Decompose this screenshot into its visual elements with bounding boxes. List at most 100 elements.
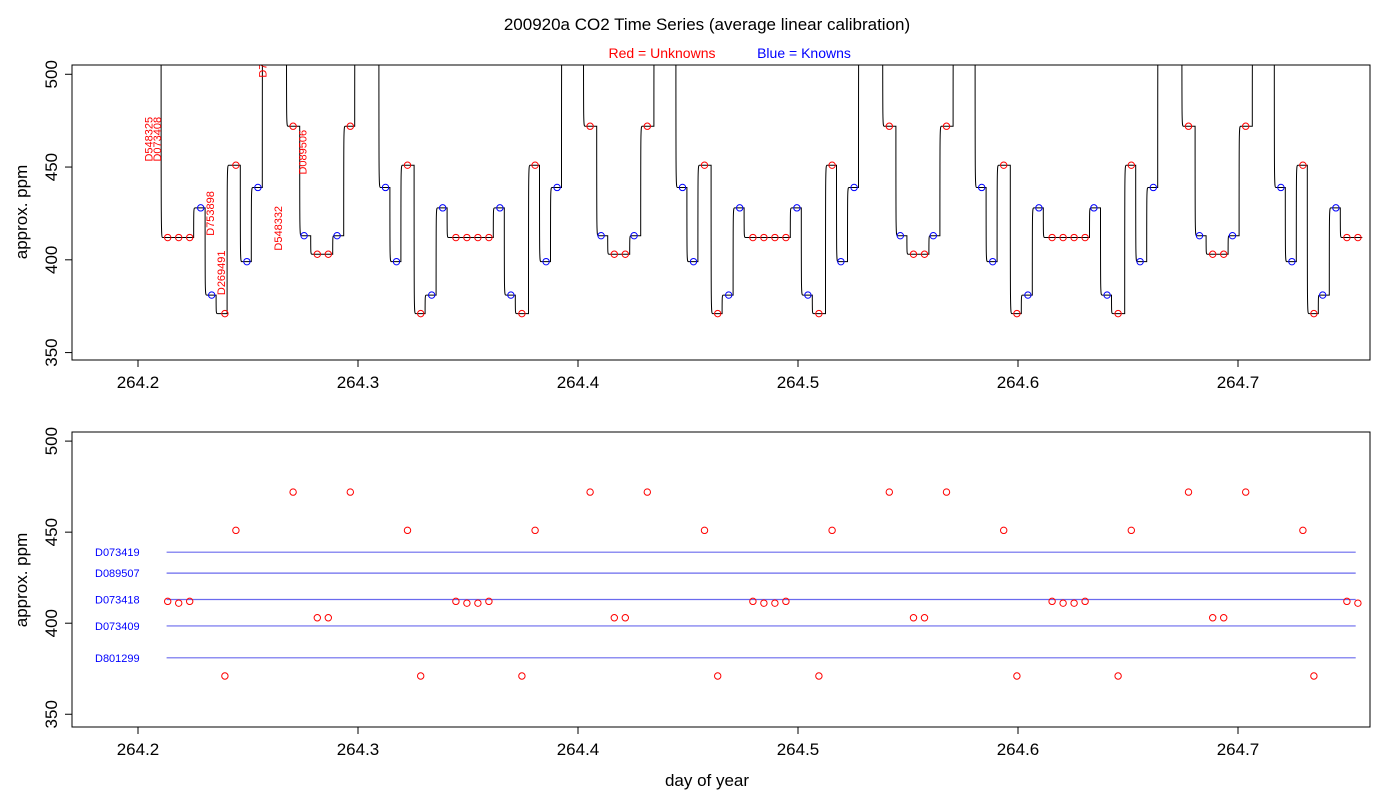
top-y-axis-label: approx. ppm	[12, 165, 31, 260]
unknown-marker	[518, 309, 526, 318]
figure-title: 200920a CO2 Time Series (average linear …	[504, 15, 910, 34]
known-marker	[1319, 291, 1327, 299]
unknown-point	[1127, 526, 1136, 535]
co2-trace-line	[160, 65, 1363, 315]
unknown-point	[1209, 614, 1217, 622]
legend-unknowns-label: Red = Unknowns	[608, 45, 715, 61]
tank-id-annotation: D548325	[143, 117, 155, 162]
unknown-marker	[313, 250, 321, 258]
unknown-point	[828, 526, 836, 535]
unknown-marker	[885, 122, 893, 130]
known-marker	[850, 183, 858, 192]
x-axis-label: day of year	[665, 771, 749, 790]
unknown-marker	[942, 122, 951, 130]
unknown-marker	[232, 161, 240, 169]
unknown-marker	[1354, 233, 1362, 242]
bottom-plot-frame	[71, 431, 1371, 728]
tank-id-annotation: D269491	[216, 250, 228, 295]
top-y-tick-label: 450	[42, 153, 61, 181]
unknown-marker	[586, 122, 594, 130]
top-x-tick-label: 264.5	[777, 373, 820, 392]
unknown-point	[942, 488, 951, 496]
unknown-marker	[920, 250, 929, 258]
unknown-point	[1343, 597, 1351, 606]
unknown-point	[1081, 597, 1089, 606]
known-marker	[254, 183, 262, 192]
unknown-marker	[1220, 250, 1228, 258]
unknown-point	[474, 599, 482, 607]
unknown-point	[518, 672, 526, 680]
top-y-tick-label: 500	[42, 60, 61, 88]
known-marker	[243, 257, 251, 266]
unknown-point	[221, 672, 229, 680]
unknown-marker	[485, 233, 493, 242]
unknown-marker	[749, 233, 757, 242]
unknown-point	[1013, 672, 1021, 680]
unknown-marker	[1209, 250, 1217, 258]
unknown-point	[313, 614, 321, 622]
known-marker	[725, 291, 733, 299]
bottom-x-tick-label: 264.5	[777, 740, 820, 759]
known-reference-label: D073409	[95, 621, 140, 633]
unknown-marker	[474, 233, 482, 242]
unknown-marker	[643, 122, 651, 130]
unknown-marker	[1048, 233, 1056, 242]
unknown-point	[714, 672, 722, 680]
unknown-marker	[1310, 309, 1318, 318]
legend-knowns-label: Blue = Knowns	[757, 45, 851, 61]
unknown-point	[909, 614, 918, 622]
unknown-point	[1354, 599, 1362, 607]
unknown-marker	[1184, 122, 1193, 130]
unknown-point	[771, 599, 779, 607]
unknown-point	[531, 526, 539, 535]
known-marker	[1103, 291, 1111, 299]
bottom-plot-area: D073419 D089507 D073418 D073409 D801299	[95, 488, 1362, 680]
unknown-point	[1114, 672, 1122, 680]
top-y-tick-label: 350	[42, 338, 61, 366]
unknown-marker	[828, 161, 836, 169]
unknown-marker	[221, 309, 229, 318]
bottom-x-tick-label: 264.6	[997, 740, 1040, 759]
unknown-point	[700, 526, 709, 535]
known-marker	[428, 291, 436, 299]
unknown-marker	[621, 250, 629, 258]
unknown-marker	[760, 233, 768, 242]
known-reference-label: D089507	[95, 568, 140, 580]
known-marker	[736, 204, 744, 212]
known-marker	[333, 231, 341, 240]
unknown-point	[643, 488, 651, 496]
known-marker	[1090, 204, 1098, 212]
unknown-point	[1310, 672, 1318, 680]
unknown-point	[164, 597, 172, 606]
tank-id-annotation: D089506	[297, 130, 309, 175]
unknown-marker	[186, 233, 194, 242]
bottom-y-axis-label: approx. ppm	[12, 533, 31, 628]
unknown-point	[463, 599, 471, 607]
unknown-marker	[463, 233, 471, 242]
unknown-marker	[1000, 161, 1008, 169]
bottom-y-tick-label: 350	[42, 700, 61, 728]
known-marker	[1228, 231, 1237, 240]
known-marker	[1288, 257, 1296, 266]
unknown-marker	[1114, 309, 1122, 318]
top-x-axis: 264.2 264.3 264.4 264.5 264.6 264.7	[117, 360, 1259, 392]
unknown-marker	[714, 309, 722, 318]
unknown-marker	[610, 250, 618, 258]
unknown-point	[1184, 488, 1193, 496]
top-y-axis: 350 400 450 500	[42, 60, 72, 367]
known-marker	[381, 183, 390, 192]
unknown-point	[485, 597, 493, 606]
known-marker	[689, 257, 698, 266]
tank-id-annotation: D753898	[205, 191, 217, 236]
unknown-marker	[815, 309, 823, 318]
unknown-marker	[346, 122, 354, 130]
unknown-marker	[1013, 309, 1021, 318]
known-marker	[1136, 257, 1144, 266]
known-reference-label: D073419	[95, 547, 140, 559]
unknown-marker	[1081, 233, 1089, 242]
unknown-point	[1048, 597, 1056, 606]
known-marker	[1195, 231, 1204, 240]
top-x-tick-label: 264.2	[117, 373, 160, 392]
